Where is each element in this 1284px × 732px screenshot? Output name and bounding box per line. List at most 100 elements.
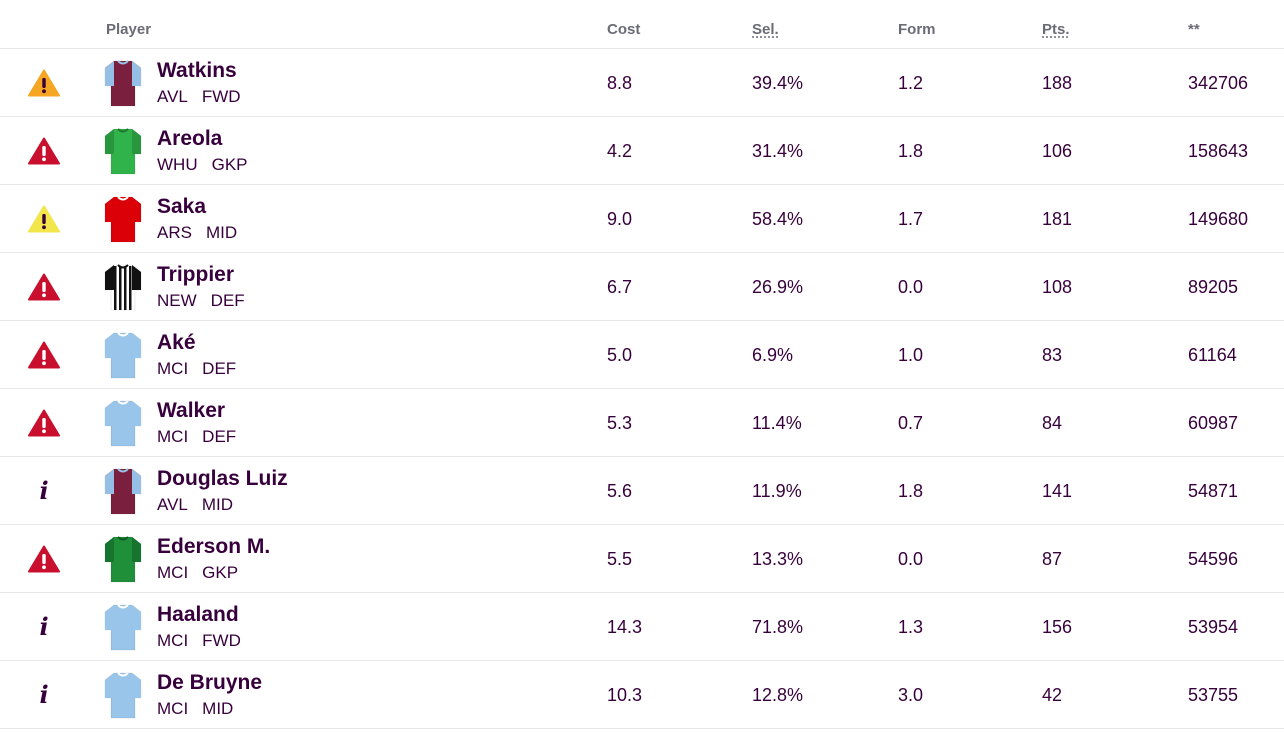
- shirt-icon: [104, 58, 142, 108]
- info-icon[interactable]: i: [39, 476, 49, 505]
- player-team: WHU: [157, 155, 198, 174]
- form-cell: 1.8: [898, 141, 924, 161]
- player-name[interactable]: Watkins: [157, 59, 237, 82]
- player-position: MID: [205, 223, 238, 242]
- selected-cell: 58.4%: [752, 209, 804, 229]
- shirt-icon: [104, 602, 142, 652]
- points-cell: 156: [1042, 617, 1073, 637]
- player-meta: WHU GKP: [157, 155, 248, 175]
- warning-yellow-icon[interactable]: [28, 205, 60, 233]
- player-team: MCI: [157, 699, 189, 718]
- player-meta: MCI DEF: [157, 359, 236, 379]
- points-cell: 87: [1042, 549, 1063, 569]
- player-position: DEF: [202, 359, 237, 378]
- selected-cell: 13.3%: [752, 549, 804, 569]
- player-team: AVL: [157, 87, 188, 106]
- cost-cell: 10.3: [607, 685, 643, 705]
- table-row[interactable]: Trippier NEW DEF 6.7 26.9% 0.0 108 89205: [0, 253, 1284, 321]
- table-row[interactable]: i De Bruyne MCI MID 10.3 12.8% 3.0 42 537…: [0, 661, 1284, 729]
- shirt-icon: [104, 330, 142, 380]
- info-icon[interactable]: i: [39, 612, 49, 641]
- header-points[interactable]: Pts.: [1042, 21, 1070, 38]
- selected-cell: 11.9%: [752, 481, 802, 501]
- form-cell: 0.0: [898, 277, 924, 297]
- points-cell: 188: [1042, 73, 1073, 93]
- transfers-cell: 53954: [1188, 617, 1239, 637]
- warning-red-icon[interactable]: [28, 409, 60, 437]
- player-team: MCI: [157, 631, 189, 650]
- player-meta: NEW DEF: [157, 291, 245, 311]
- shirt-icon: [104, 262, 142, 312]
- player-meta: ARS MID: [157, 223, 237, 243]
- player-name[interactable]: Douglas Luiz: [157, 467, 288, 490]
- cost-cell: 6.7: [607, 277, 633, 297]
- table-row[interactable]: i Haaland MCI FWD 14.3 71.8% 1.3 156 5395…: [0, 593, 1284, 661]
- player-name[interactable]: Aké: [157, 331, 196, 354]
- points-cell: 141: [1042, 481, 1073, 501]
- header-selected[interactable]: Sel.: [752, 21, 779, 38]
- selected-cell: 26.9%: [752, 277, 804, 297]
- shirt-icon: [104, 126, 142, 176]
- cost-cell: 4.2: [607, 141, 633, 161]
- warning-red-icon[interactable]: [28, 273, 60, 301]
- selected-cell: 71.8%: [752, 617, 804, 637]
- player-name[interactable]: Haaland: [157, 603, 239, 626]
- table-row[interactable]: Ederson M. MCI GKP 5.5 13.3% 0.0 87 54596: [0, 525, 1284, 593]
- info-icon[interactable]: i: [39, 680, 49, 709]
- player-name[interactable]: Trippier: [157, 263, 235, 286]
- transfers-cell: 53755: [1188, 685, 1239, 705]
- shirt-icon: [104, 194, 142, 244]
- player-name[interactable]: Areola: [157, 127, 223, 150]
- header-form[interactable]: Form: [898, 21, 936, 38]
- shirt-icon: [104, 466, 142, 516]
- player-position: MID: [202, 699, 234, 718]
- form-cell: 1.0: [898, 345, 924, 365]
- player-team: AVL: [157, 495, 188, 514]
- player-meta: MCI MID: [157, 699, 233, 719]
- cost-cell: 8.8: [607, 73, 633, 93]
- player-position: FWD: [201, 87, 241, 106]
- cost-cell: 5.3: [607, 413, 633, 433]
- form-cell: 0.7: [898, 413, 924, 433]
- player-team: MCI: [157, 563, 189, 582]
- selected-cell: 39.4%: [752, 73, 804, 93]
- player-name[interactable]: De Bruyne: [157, 671, 263, 694]
- player-position: DEF: [202, 427, 237, 446]
- player-position: DEF: [210, 291, 245, 310]
- player-name[interactable]: Saka: [157, 195, 207, 218]
- player-position: FWD: [202, 631, 241, 650]
- player-meta: MCI DEF: [157, 427, 236, 447]
- table-row[interactable]: i Douglas Luiz AVL MID 5.6 11.9% 1.8 141 …: [0, 457, 1284, 525]
- header-cost[interactable]: Cost: [607, 21, 641, 38]
- warning-orange-icon[interactable]: [28, 69, 60, 97]
- header-player[interactable]: Player: [106, 21, 152, 38]
- warning-red-icon[interactable]: [28, 341, 60, 369]
- cost-cell: 5.6: [607, 481, 633, 501]
- table-row[interactable]: Areola WHU GKP 4.2 31.4% 1.8 106 158643: [0, 117, 1284, 185]
- selected-cell: 12.8%: [752, 685, 804, 705]
- points-cell: 83: [1042, 345, 1063, 365]
- transfers-cell: 149680: [1188, 209, 1249, 229]
- transfers-cell: 89205: [1188, 277, 1239, 297]
- player-position: MID: [201, 495, 234, 514]
- table-row[interactable]: Aké MCI DEF 5.0 6.9% 1.0 83 61164: [0, 321, 1284, 389]
- selected-cell: 31.4%: [752, 141, 804, 161]
- transfers-cell: 60987: [1188, 413, 1239, 433]
- form-cell: 1.3: [898, 617, 924, 637]
- form-cell: 0.0: [898, 549, 924, 569]
- header-transfers[interactable]: **: [1188, 21, 1200, 38]
- table-row[interactable]: Saka ARS MID 9.0 58.4% 1.7 181 149680: [0, 185, 1284, 253]
- warning-red-icon[interactable]: [28, 137, 60, 165]
- points-cell: 181: [1042, 209, 1073, 229]
- cost-cell: 5.5: [607, 549, 633, 569]
- player-meta: AVL FWD: [157, 87, 241, 107]
- selected-cell: 6.9%: [752, 345, 794, 365]
- cost-cell: 9.0: [607, 209, 633, 229]
- table-row[interactable]: Watkins AVL FWD 8.8 39.4% 1.2 188 342706: [0, 49, 1284, 117]
- player-team: NEW: [157, 291, 197, 310]
- table-header: Player Cost Sel. Form Pts. **: [0, 0, 1284, 49]
- player-name[interactable]: Walker: [157, 399, 226, 422]
- table-row[interactable]: Walker MCI DEF 5.3 11.4% 0.7 84 60987: [0, 389, 1284, 457]
- warning-red-icon[interactable]: [28, 545, 60, 573]
- player-name[interactable]: Ederson M.: [157, 535, 271, 558]
